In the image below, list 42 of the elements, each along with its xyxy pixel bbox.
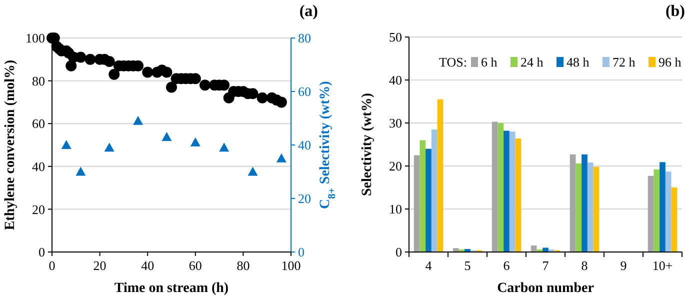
x-tick-label: 8 bbox=[581, 258, 588, 273]
y-tick-label: 40 bbox=[32, 158, 45, 174]
x-tick-label: 80 bbox=[236, 258, 250, 273]
x-tick-label: 100 bbox=[281, 258, 301, 273]
legend-label: 24 h bbox=[520, 54, 544, 70]
y-tick-label: 30 bbox=[389, 116, 402, 131]
legend-label: 96 h bbox=[658, 54, 682, 70]
y-tick-label: 20 bbox=[389, 158, 402, 174]
x-tick-label: 4 bbox=[425, 258, 432, 273]
y-axis-title: Ethylene conversion (mol%) bbox=[3, 60, 18, 230]
y2-tick-label: 40 bbox=[298, 138, 311, 153]
x-tick-label: 60 bbox=[188, 258, 202, 273]
y2-tick-label: 80 bbox=[298, 30, 311, 46]
y2-tick-label: 60 bbox=[298, 84, 311, 100]
y-tick-label: 100 bbox=[26, 30, 45, 46]
x-tick-label: 10+ bbox=[652, 258, 673, 273]
y-tick-label: 60 bbox=[32, 116, 45, 132]
x-axis-title: Time on stream (h) bbox=[114, 281, 229, 296]
y-tick-label: 80 bbox=[32, 73, 45, 88]
chart-title: (a) bbox=[299, 3, 318, 20]
chart-title: (b) bbox=[665, 3, 685, 20]
x-tick-label: 0 bbox=[48, 258, 56, 273]
legend-title: TOS: bbox=[439, 54, 467, 70]
x-tick-label: 7 bbox=[542, 258, 550, 273]
y-tick-label: 0 bbox=[38, 244, 45, 260]
y-tick-label: 10 bbox=[389, 202, 402, 217]
x-axis-title: Carbon number bbox=[497, 281, 594, 296]
y-tick-label: 0 bbox=[396, 244, 402, 260]
legend-label: 48 h bbox=[566, 54, 590, 70]
y-tick-label: 20 bbox=[32, 202, 45, 217]
y-axis-title: Selectivity (wt%) bbox=[360, 92, 375, 196]
y2-tick-label: 0 bbox=[298, 244, 304, 260]
legend-label: 6 h bbox=[481, 54, 498, 70]
y-tick-label: 40 bbox=[389, 72, 402, 88]
x-tick-label: 40 bbox=[141, 258, 154, 273]
y-tick-label: 50 bbox=[389, 30, 402, 45]
y2-tick-label: 20 bbox=[298, 191, 311, 206]
x-tick-label: 5 bbox=[464, 258, 471, 273]
x-tick-label: 9 bbox=[620, 258, 627, 273]
x-tick-label: 6 bbox=[503, 258, 510, 273]
x-tick-label: 20 bbox=[93, 258, 106, 273]
legend-label: 72 h bbox=[612, 54, 636, 70]
